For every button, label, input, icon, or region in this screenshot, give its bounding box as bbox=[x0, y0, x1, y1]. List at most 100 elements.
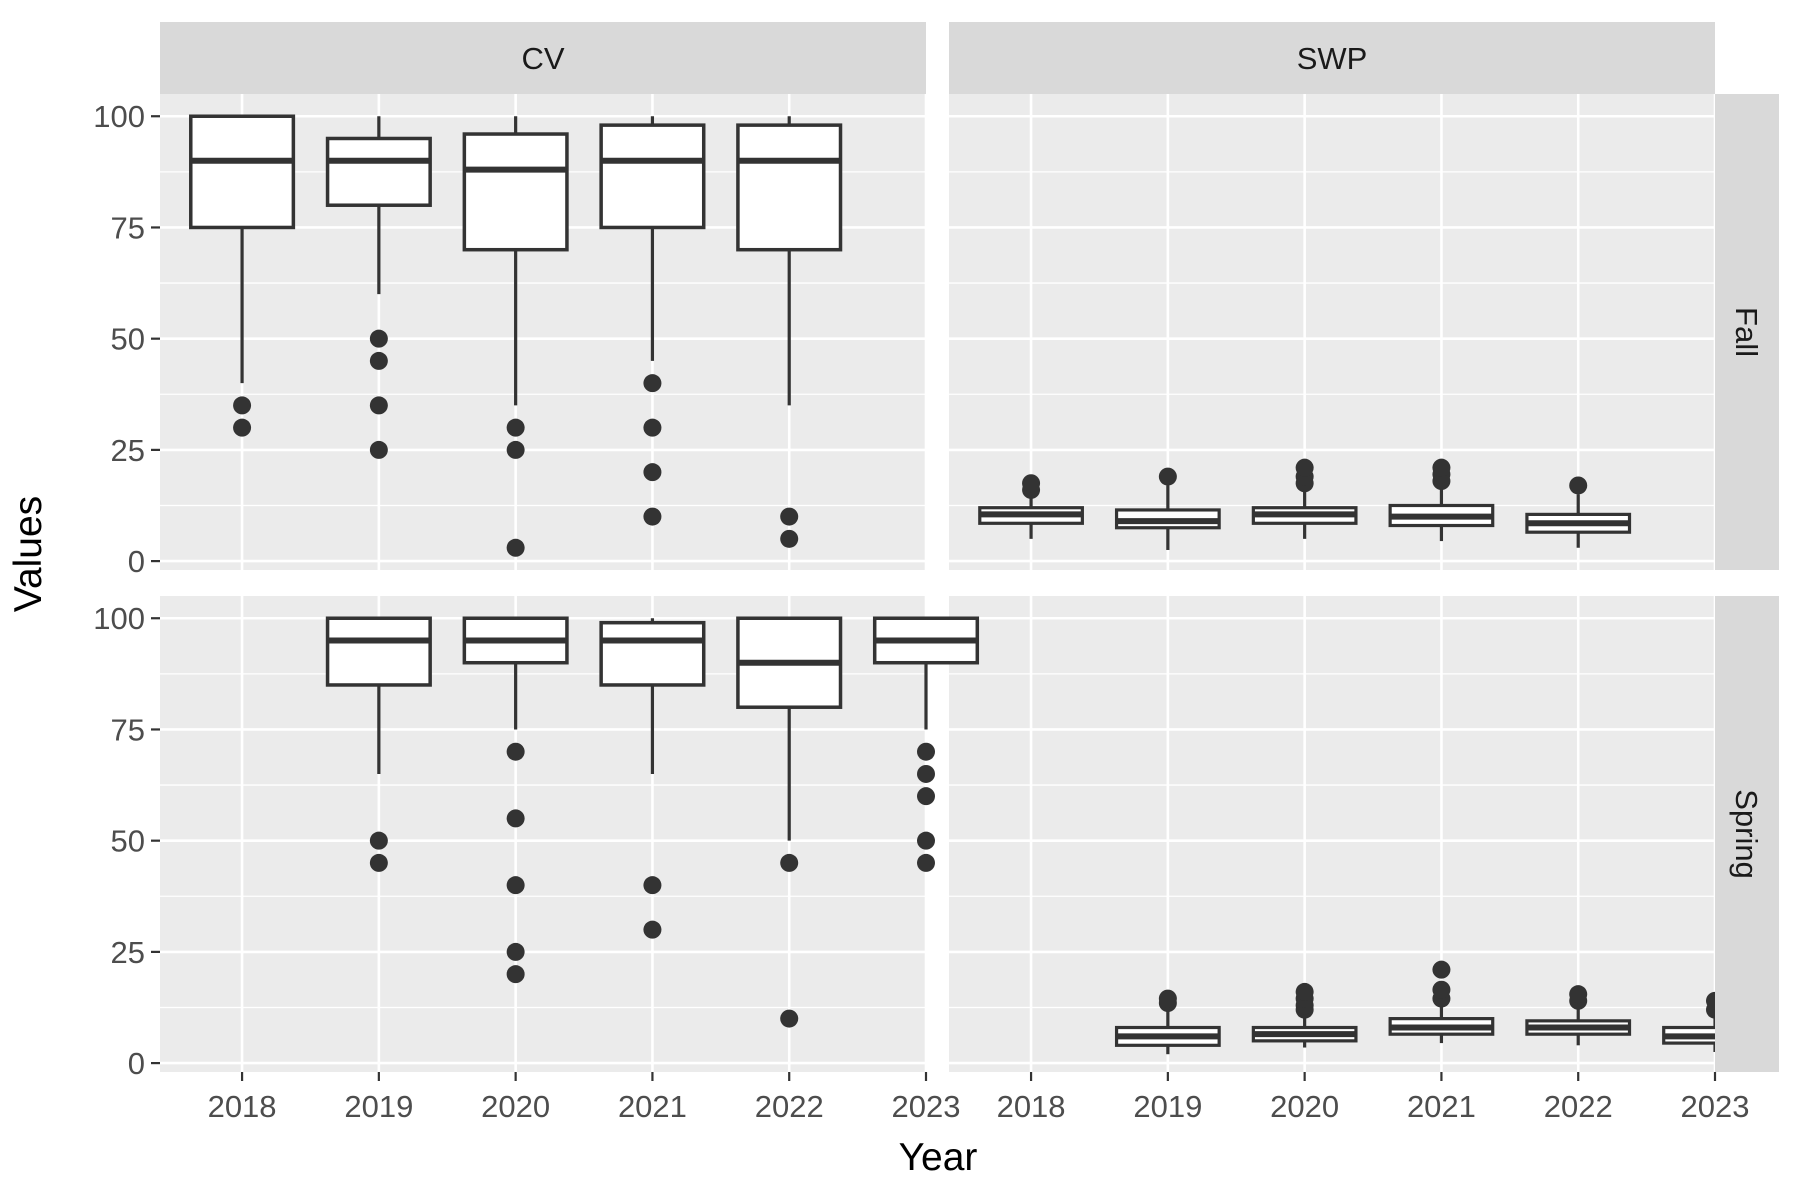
outlier-point bbox=[643, 507, 662, 526]
box-2022 bbox=[1525, 476, 1632, 548]
outlier-point bbox=[369, 329, 388, 348]
box-iqr bbox=[462, 132, 569, 252]
outlier-point bbox=[369, 440, 388, 459]
outlier-point bbox=[1569, 985, 1588, 1004]
outlier-point bbox=[369, 853, 388, 872]
strip-fall-background bbox=[1715, 94, 1779, 570]
outlier-point bbox=[917, 831, 935, 850]
panel-cv-spring bbox=[160, 596, 928, 1072]
box-iqr bbox=[189, 114, 296, 230]
panel-background bbox=[949, 94, 1715, 570]
outlier-point bbox=[369, 396, 388, 415]
x-tick-label: 2021 bbox=[618, 1089, 687, 1124]
outlier-point bbox=[917, 787, 935, 806]
y-tick-label: 100 bbox=[93, 99, 145, 134]
outlier-point bbox=[1295, 982, 1314, 1001]
y-tick-label: 0 bbox=[128, 544, 145, 579]
outlier-point bbox=[1295, 458, 1314, 477]
box-2019 bbox=[1114, 467, 1221, 550]
x-tick-label: 2022 bbox=[1544, 1089, 1613, 1124]
y-tick-label: 50 bbox=[111, 824, 145, 859]
outlier-point bbox=[643, 463, 662, 482]
panel-swp-spring bbox=[949, 596, 1717, 1072]
strip-label-spring: Spring bbox=[1729, 789, 1764, 879]
outlier-point bbox=[369, 351, 388, 370]
outlier-point bbox=[643, 418, 662, 437]
x-tick-label: 2022 bbox=[755, 1089, 824, 1124]
outlier-point bbox=[1022, 474, 1041, 493]
outlier-point bbox=[506, 538, 525, 557]
outlier-point bbox=[506, 942, 525, 961]
outlier-point bbox=[643, 374, 662, 393]
box-2021 bbox=[599, 116, 706, 526]
outlier-point bbox=[1569, 476, 1588, 495]
box-iqr bbox=[599, 620, 706, 687]
strip-cv-background bbox=[160, 22, 926, 94]
strip-label-fall: Fall bbox=[1729, 307, 1764, 357]
x-tick-label: 2021 bbox=[1407, 1089, 1476, 1124]
box-2020 bbox=[1251, 982, 1358, 1048]
x-tick-label: 2019 bbox=[1133, 1089, 1202, 1124]
box-2022 bbox=[736, 116, 843, 548]
x-tick-label: 2019 bbox=[344, 1089, 413, 1124]
axes-layer: 0 25 50 75 100 0 25 50 75 100 2018 2019 2020 2021 2022… bbox=[93, 99, 1749, 1124]
outlier-point bbox=[917, 764, 935, 783]
box-2019 bbox=[325, 116, 432, 459]
box-2022 bbox=[1525, 985, 1632, 1046]
y-axis-title: Values bbox=[7, 496, 50, 612]
outlier-point bbox=[506, 965, 525, 984]
outlier-point bbox=[917, 853, 935, 872]
outlier-point bbox=[1158, 467, 1177, 486]
box-2022 bbox=[736, 616, 843, 1028]
box-iqr bbox=[736, 123, 843, 252]
box-2019 bbox=[1114, 989, 1221, 1055]
outlier-point bbox=[233, 396, 252, 415]
outlier-point bbox=[643, 920, 662, 939]
box-iqr bbox=[599, 123, 706, 230]
x-tick-label: 2018 bbox=[997, 1089, 1066, 1124]
outlier-point bbox=[917, 742, 935, 761]
outlier-point bbox=[1158, 989, 1177, 1008]
y-tick-label: 75 bbox=[111, 210, 145, 245]
outlier-point bbox=[233, 418, 252, 437]
outlier-point bbox=[506, 876, 525, 895]
box-2020 bbox=[462, 616, 569, 984]
box-2021 bbox=[1388, 458, 1495, 542]
strip-spring-background bbox=[1715, 596, 1779, 1072]
x-axis-title: Year bbox=[899, 1136, 978, 1179]
boxes-swp-fall bbox=[978, 458, 1632, 550]
boxes-cv-spring bbox=[325, 616, 980, 1028]
strip-swp-background bbox=[949, 22, 1715, 94]
outlier-point bbox=[506, 809, 525, 828]
outlier-point bbox=[506, 742, 525, 761]
strips-layer: CV SWP Fall Spring bbox=[160, 22, 1779, 1072]
y-tick-label: 75 bbox=[111, 712, 145, 747]
x-tick-label: 2018 bbox=[208, 1089, 277, 1124]
y-tick-label: 25 bbox=[111, 433, 145, 468]
outlier-point bbox=[369, 831, 388, 850]
x-tick-label: 2020 bbox=[481, 1089, 550, 1124]
outlier-point bbox=[1432, 980, 1451, 999]
box-2021 bbox=[599, 618, 706, 939]
outlier-point bbox=[780, 853, 799, 872]
x-tick-label: 2020 bbox=[1270, 1089, 1339, 1124]
box-2018 bbox=[189, 114, 296, 437]
panels-layer bbox=[160, 94, 1768, 1072]
panel-swp-fall bbox=[949, 94, 1717, 570]
box-2023 bbox=[872, 616, 980, 872]
panel-background bbox=[949, 596, 1715, 1072]
box-2021 bbox=[1388, 960, 1495, 1044]
box-2018 bbox=[978, 474, 1084, 539]
outlier-point bbox=[1432, 960, 1451, 979]
outlier-point bbox=[780, 529, 799, 548]
x-tick-label: 2023 bbox=[1681, 1089, 1750, 1124]
outlier-point bbox=[643, 876, 662, 895]
x-tick-label: 2023 bbox=[892, 1089, 961, 1124]
box-iqr bbox=[325, 616, 432, 687]
outlier-point bbox=[506, 440, 525, 459]
box-2020 bbox=[462, 116, 569, 557]
outlier-point bbox=[506, 418, 525, 437]
boxes-cv-fall bbox=[189, 114, 843, 557]
box-iqr bbox=[325, 136, 432, 207]
